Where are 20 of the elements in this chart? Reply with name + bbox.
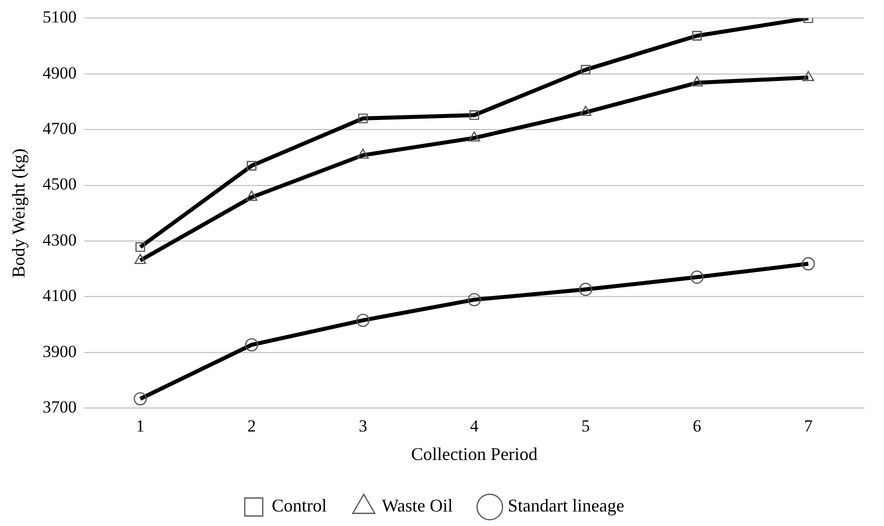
x-axis-title: Collection Period <box>411 444 538 464</box>
y-tick-label: 4300 <box>42 230 77 250</box>
y-tick-label: 4500 <box>42 174 77 194</box>
y-tick-label: 3700 <box>42 397 77 416</box>
y-tick-label: 4100 <box>42 286 77 306</box>
x-tick-label: 4 <box>470 416 480 436</box>
x-tick-label: 5 <box>581 416 590 436</box>
y-axis-title: Body Weight (kg) <box>8 148 29 278</box>
x-tick-label: 2 <box>247 416 256 436</box>
x-tick-label: 7 <box>804 416 814 436</box>
y-tick-label: 5100 <box>42 8 77 27</box>
legend-label: Standart lineage <box>508 496 624 516</box>
y-tick-label: 3900 <box>42 342 77 361</box>
legend-label: Control <box>272 496 327 516</box>
y-tick-label: 4700 <box>42 119 77 138</box>
x-tick-label: 3 <box>358 416 368 436</box>
x-tick-label: 1 <box>136 416 145 436</box>
legend-label: Waste Oil <box>382 496 453 516</box>
y-tick-label: 4900 <box>42 63 77 82</box>
x-tick-label: 6 <box>692 416 702 436</box>
